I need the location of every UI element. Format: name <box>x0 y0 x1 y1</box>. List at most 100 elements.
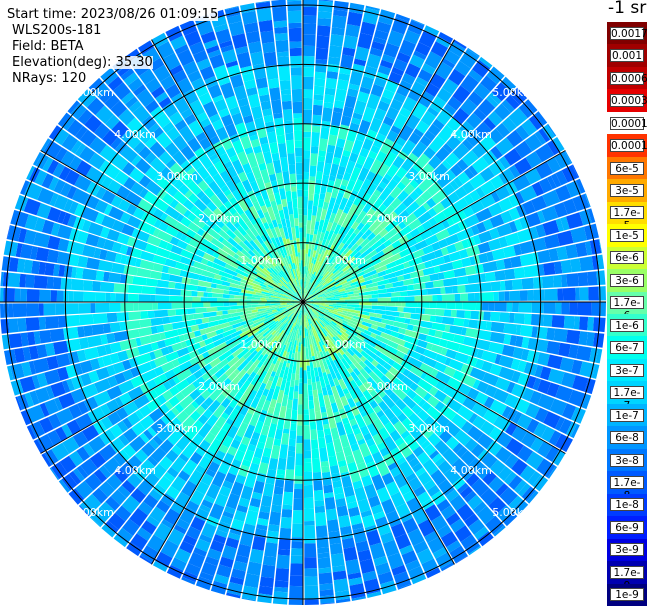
ray-gate <box>349 583 366 599</box>
ray-gate <box>219 152 231 165</box>
ray-gate <box>195 538 211 553</box>
ray-gate <box>112 82 131 100</box>
ray-gate <box>262 327 270 334</box>
ray-gate <box>446 223 462 236</box>
ray-gate <box>368 218 382 233</box>
ray-gate <box>226 425 239 439</box>
ray-gate <box>494 270 506 281</box>
ray-gate <box>409 54 425 69</box>
ray-gate <box>249 239 261 253</box>
ray-gate <box>410 427 421 439</box>
ray-gate <box>311 310 319 317</box>
ray-gate <box>345 249 358 262</box>
ray-gate <box>282 491 293 506</box>
ray-gate <box>321 305 335 311</box>
ray-gate <box>311 302 321 304</box>
ray-gate <box>424 82 440 97</box>
ray-gate <box>379 9 396 21</box>
ray-gate <box>372 225 384 236</box>
ray-gate <box>184 189 193 199</box>
ray-gate <box>220 515 233 525</box>
ray-gate <box>366 407 375 415</box>
ray-gate <box>411 574 427 585</box>
ray-gate <box>75 160 92 177</box>
ray-gate <box>445 349 458 360</box>
ray-gate <box>299 310 302 320</box>
ray-gate <box>89 136 107 155</box>
ray-gate <box>311 286 315 291</box>
ray-gate <box>257 308 266 312</box>
ray-gate <box>313 94 324 101</box>
ray-gate <box>310 229 315 235</box>
ray-gate <box>521 336 530 349</box>
ray-gate <box>191 77 205 90</box>
ray-gate <box>321 284 328 290</box>
ray-gate <box>542 189 561 207</box>
ray-gate <box>339 297 351 300</box>
ray-gate <box>362 318 377 326</box>
ray-gate <box>242 264 252 272</box>
ray-gate <box>297 286 303 300</box>
ray-gate <box>159 373 168 383</box>
ray-gate <box>66 185 77 200</box>
ray-gate <box>135 258 142 268</box>
ray-gate <box>24 392 34 408</box>
ray-gate <box>409 319 422 327</box>
ray-gate <box>319 583 334 591</box>
ray-gate <box>294 351 298 362</box>
ray-gate <box>201 223 211 233</box>
ray-gate <box>232 211 241 221</box>
ray-gate <box>481 350 498 364</box>
ray-gate <box>425 567 441 579</box>
ray-gate <box>510 255 522 268</box>
ray-gate <box>194 248 206 258</box>
ray-gate <box>277 310 283 314</box>
ray-gate <box>281 198 288 208</box>
ray-gate <box>291 523 303 538</box>
ray-gate <box>188 552 206 569</box>
ray-gate <box>271 271 281 281</box>
ray-gate <box>338 278 345 284</box>
ray-gate <box>104 344 112 355</box>
ray-gate <box>132 105 151 123</box>
ray-gate <box>39 330 52 344</box>
ray-gate <box>397 583 412 590</box>
ray-gate <box>26 425 36 440</box>
ray-gate <box>336 330 343 336</box>
ray-gate <box>217 297 229 302</box>
ray-gate <box>231 322 242 329</box>
ray-gate <box>329 321 342 332</box>
ray-gate <box>337 459 347 468</box>
ray-gate <box>123 428 138 443</box>
ray-gate <box>305 304 310 309</box>
ray-gate <box>225 418 235 426</box>
ray-gate <box>47 206 62 223</box>
ray-gate <box>207 548 222 561</box>
ray-gate <box>276 417 285 430</box>
ray-gate <box>287 283 294 291</box>
ray-gate <box>122 518 140 536</box>
ray-gate <box>375 516 388 528</box>
ray-gate <box>305 302 316 307</box>
ray-gate <box>297 275 301 290</box>
ray-gate <box>169 198 179 209</box>
ray-gate <box>321 219 330 233</box>
ray-gate <box>267 310 278 316</box>
ray-gate <box>373 290 379 295</box>
ray-gate <box>359 86 371 95</box>
ray-gate <box>408 412 420 425</box>
ray-gate <box>176 239 188 250</box>
ray-gate <box>266 206 276 221</box>
ray-gate <box>238 443 248 453</box>
colorbar-tick-label: 6e-8 <box>610 431 644 445</box>
ray-gate <box>324 288 338 295</box>
ray-gate <box>78 505 90 517</box>
ray-gate <box>377 571 394 585</box>
ray-gate <box>412 394 423 405</box>
ray-gate <box>167 528 185 546</box>
ray-gate <box>358 442 371 458</box>
ray-gate <box>145 136 157 149</box>
ray-gate <box>370 324 379 330</box>
ray-gate <box>233 368 241 376</box>
ray-gate <box>247 249 256 258</box>
